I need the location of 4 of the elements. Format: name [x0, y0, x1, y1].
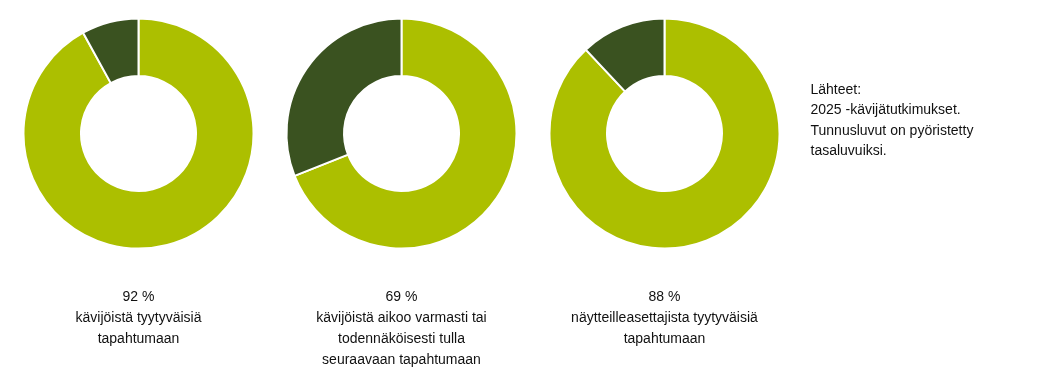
text: Lähteet: 2025 -kävijätutkimukset. Tunnusluvut on pyöristetty tasaluvuiksi. [810, 80, 974, 158]
text: 69 % kävijöistä aikoo varmasti tai todennäköisesti tulla seuraavaan tapahtumaan [316, 287, 487, 367]
text: 88 % näytteilleasettajista tyytyväisiä tapahtumaan [571, 287, 759, 346]
text: 92 % kävijöistä tyytyväisiä tapahtumaan [75, 287, 202, 346]
